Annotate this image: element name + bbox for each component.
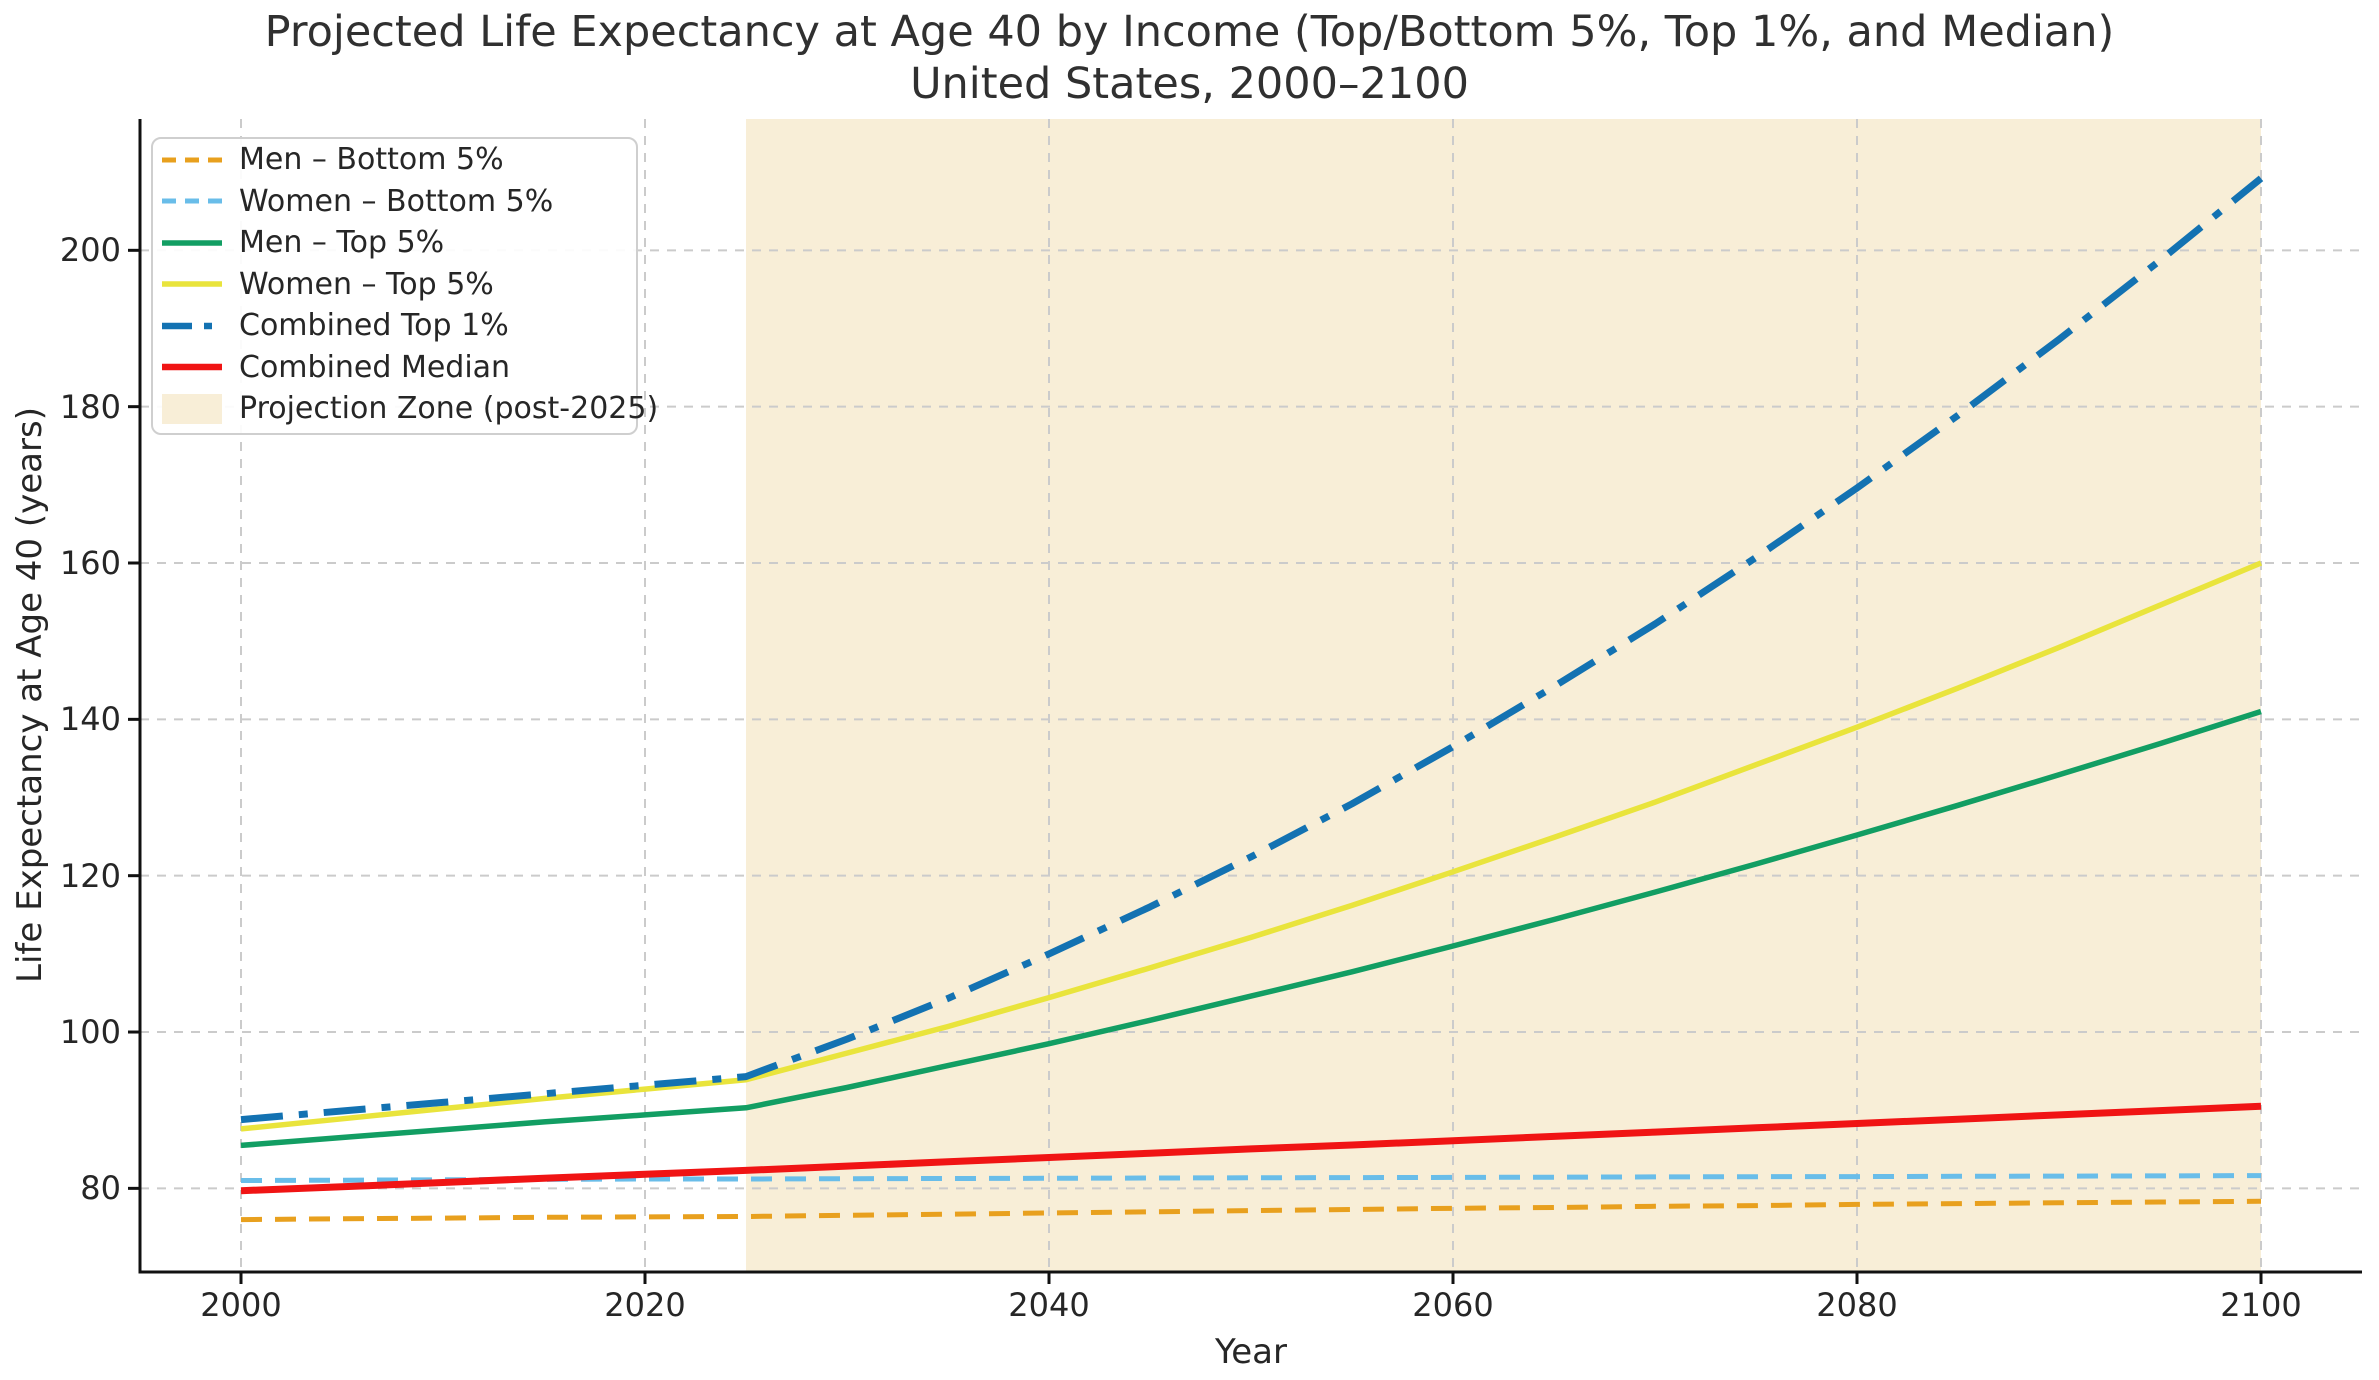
projection-zone <box>746 119 2261 1272</box>
y-tick-label: 160 <box>59 544 121 582</box>
legend-swatch-women-bottom-5 <box>162 198 222 204</box>
legend-swatch-combined-top-1 <box>162 322 222 329</box>
y-tick-label: 120 <box>59 856 121 895</box>
series-line-4 <box>240 175 2264 1124</box>
chart-title: Projected Life Expectancy at Age 40 by I… <box>264 7 2115 57</box>
x-tick-label: 2000 <box>200 1286 282 1324</box>
legend-swatch-men-bottom-5 <box>162 157 222 163</box>
legend-item: Men – Bottom 5% <box>162 139 636 181</box>
legend-item-label: Combined Median <box>239 349 511 385</box>
x-tick-label: 2100 <box>2220 1286 2302 1324</box>
legend-item: Men – Top 5% <box>162 222 636 264</box>
y-tick-label: 100 <box>59 1013 121 1052</box>
chart-subtitle: United States, 2000–2100 <box>910 59 1469 109</box>
series-line-3 <box>240 560 2263 1132</box>
legend-swatch-women-top-5 <box>162 281 222 287</box>
x-tick-label: 2020 <box>604 1286 686 1324</box>
y-tick-label: 140 <box>59 700 121 739</box>
x-tick-label: 2040 <box>1008 1286 1090 1324</box>
legend-swatch-projection-zone <box>162 393 222 424</box>
legend-item-label: Women – Top 5% <box>239 266 494 302</box>
legend-swatch-men-top-5 <box>162 240 222 246</box>
y-tick-label: 80 <box>80 1169 121 1208</box>
series-line-1 <box>240 1173 2262 1183</box>
legend-item: Women – Bottom 5% <box>162 181 636 223</box>
legend-item-label: Men – Top 5% <box>239 225 445 261</box>
x-tick-label: 2080 <box>1816 1286 1898 1324</box>
legend: Men – Bottom 5% Women – Bottom 5% Men – … <box>151 137 658 435</box>
legend-item-label: Men – Bottom 5% <box>239 142 504 178</box>
series-line-0 <box>240 1198 2262 1223</box>
x-axis-label: Year <box>1215 1332 1287 1372</box>
legend-item: Projection Zone (post-2025) <box>162 388 658 430</box>
y-axis-label: Life Expectancy at Age 40 (years) <box>10 407 50 983</box>
legend-item: Combined Top 1% <box>162 305 636 347</box>
legend-swatch-combined-median <box>162 364 222 371</box>
legend-item-label: Women – Bottom 5% <box>239 183 554 219</box>
series-line-5 <box>240 1102 2262 1195</box>
y-tick-label: 180 <box>59 387 121 426</box>
y-tick-label: 200 <box>59 231 121 270</box>
x-tick-label: 2060 <box>1412 1286 1494 1324</box>
series-line-2 <box>240 708 2262 1149</box>
legend-item: Women – Top 5% <box>162 264 636 306</box>
legend-item: Combined Median <box>162 347 636 389</box>
legend-item-label: Combined Top 1% <box>239 308 509 344</box>
legend-item-label: Projection Zone (post-2025) <box>239 391 659 427</box>
